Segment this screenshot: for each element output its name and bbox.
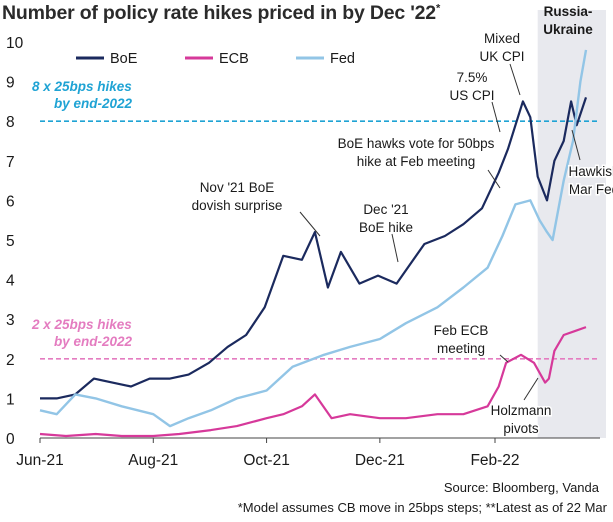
annotation-label: Mixed: [484, 31, 520, 46]
annotations-layer: Mixed UK CPI 7.5% US CPI BoE hawks vote for …: [190, 30, 613, 438]
legend-label: ECB: [219, 51, 249, 67]
annotation-label: Mar Fed: [569, 182, 613, 197]
reference-line-label: by end-2022: [54, 334, 133, 349]
x-tick-label: Oct-21: [243, 452, 290, 469]
x-tick-label: Aug-21: [128, 452, 178, 469]
y-tick-label: 0: [6, 431, 15, 448]
y-tick-label: 9: [6, 75, 15, 92]
y-tick-label: 3: [6, 312, 15, 329]
reference-line-label: 8 x 25bps hikes: [32, 79, 132, 94]
annotation-leader: [487, 169, 501, 189]
y-tick-label: 8: [6, 114, 15, 131]
footnote: *Model assumes CB move in 25bps steps; *…: [237, 500, 607, 515]
series-layer: [39, 49, 588, 438]
annotation-label: Holzmann: [491, 403, 552, 418]
annotation-leader: [391, 233, 399, 263]
source-note: Source: Bloomberg, Vanda: [443, 480, 599, 495]
series-line-boe: [40, 97, 588, 400]
annotation-label: Feb ECB: [434, 323, 489, 338]
y-tick-label: 7: [6, 154, 15, 171]
annotation-leader: [571, 129, 581, 161]
axes-layer: 0 1 2 3 4 5 6 7 8 9 10 Jun-21 Aug-21 Oct-21 Dec-21 Feb-…: [6, 35, 600, 469]
annotation-label: meeting: [437, 341, 485, 356]
annotation-label: US CPI: [449, 88, 494, 103]
reference-line-label: by end-2022: [54, 96, 133, 111]
annotation-label: hike at Feb meeting: [357, 154, 476, 169]
x-tick-label: Feb-22: [470, 452, 519, 469]
shaded-region-label: Ukraine: [543, 22, 593, 37]
shaded-region-label: Russia-: [544, 4, 593, 19]
annotation-leader: [509, 63, 521, 96]
annotation-leader: [499, 354, 509, 363]
annotation-leader: [523, 377, 539, 401]
x-tick-label: Dec-21: [355, 452, 405, 469]
x-tick-label: Jun-21: [16, 452, 63, 469]
annotation-label: Hawkish: [568, 164, 613, 179]
shaded-region-layer: Russia- Ukraine: [537, 4, 606, 438]
reference-line-label: 2 x 25bps hikes: [31, 317, 132, 332]
y-tick-label: 2: [6, 352, 15, 369]
chart-title: Number of policy rate hikes priced in by…: [2, 2, 441, 24]
annotation-leader: [299, 211, 321, 237]
reference-lines-layer: 8 x 25bps hikes by end-2022 2 x 25bps hike…: [31, 79, 600, 360]
annotation-label: dovish surprise: [192, 198, 283, 213]
annotation-label: 7.5%: [457, 70, 488, 85]
series-line-ecb: [39, 326, 587, 438]
annotation-label: BoE hike: [359, 220, 413, 235]
legend-label: BoE: [110, 51, 138, 67]
y-tick-label: 10: [6, 35, 24, 52]
annotation-label: BoE hawks vote for 50bps: [338, 136, 495, 151]
y-tick-label: 1: [6, 391, 15, 408]
annotation-label: Nov '21 BoE: [200, 180, 275, 195]
y-tick-label: 5: [6, 233, 15, 250]
annotation-leader: [491, 101, 501, 133]
shaded-region: [537, 10, 606, 438]
legend: BoE ECB Fed: [76, 51, 355, 67]
annotation-label: pivots: [503, 421, 539, 436]
y-tick-label: 4: [6, 273, 15, 290]
y-tick-label: 6: [6, 193, 15, 210]
annotation-label: Dec '21: [363, 202, 408, 217]
series-line-fed: [39, 49, 588, 428]
legend-label: Fed: [330, 51, 355, 67]
annotation-label: UK CPI: [479, 49, 524, 64]
